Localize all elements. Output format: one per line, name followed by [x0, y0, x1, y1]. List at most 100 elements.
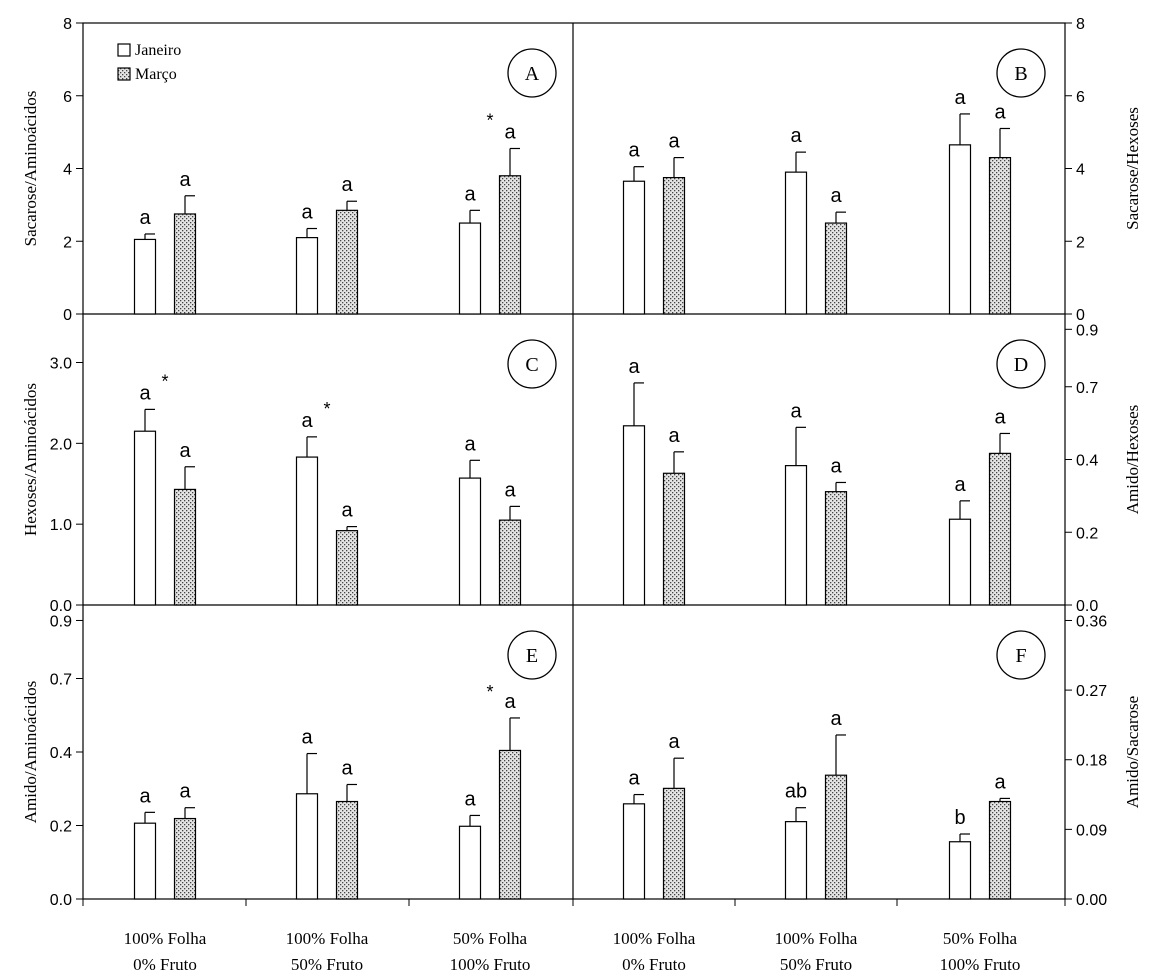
panel-C-ytick-label: 2.0 — [50, 436, 72, 453]
panel-F-ytick-label: 0.09 — [1076, 822, 1107, 839]
panel-C-ytick-label: 3.0 — [50, 356, 72, 373]
panel-D-ytick-label: 0.4 — [1076, 453, 1098, 470]
panel-F-ytick-label: 0.36 — [1076, 613, 1107, 630]
panel-B-sig-letter: a — [668, 131, 680, 153]
panel-C-bar-marco-1 — [173, 488, 197, 606]
panel-D-ytick-label: 0.0 — [1076, 598, 1098, 615]
panel-A-bar-janeiro-3 — [458, 222, 482, 315]
panel-D-sig-letter: a — [994, 406, 1006, 428]
panel-E-badge — [507, 630, 557, 680]
panels: 0 2 4 6 8 Sacarose/Aminoácidos Aa a a a a a * 0 2 4 6 8 Sa… — [21, 16, 1142, 909]
panel-A-ytick-label: 6 — [63, 89, 72, 106]
panel-D-bar-janeiro-2 — [784, 465, 808, 606]
legend-label-janeiro: Janeiro — [135, 42, 181, 59]
panel-B-ytick-label: 2 — [1076, 234, 1085, 251]
x-label-g2-line1: 100% Folha — [286, 929, 369, 948]
panel-E-bar-marco-2 — [335, 800, 359, 900]
panel-E-bar-janeiro-1 — [133, 822, 157, 900]
panel-E-ytick-label: 0.4 — [50, 745, 72, 762]
panel-C-letter: C — [525, 354, 538, 376]
panel-F-sig-letter: ab — [785, 781, 807, 803]
panel-D-letter: D — [1014, 354, 1028, 376]
panel-D: 0.0 0.2 0.4 0.7 0.9 Amido/Hexoses Da a a a a a — [622, 322, 1142, 615]
panel-E-bar-janeiro-3 — [458, 825, 482, 900]
panel-C-bar-marco-3 — [498, 519, 522, 606]
panel-C-sig-letter: a — [179, 440, 191, 462]
panel-A-significance-star: * — [486, 110, 493, 130]
panel-A-ytick-label: 2 — [63, 234, 72, 251]
panel-E-sig-letter: a — [464, 788, 476, 810]
panel-C-badge — [507, 339, 557, 389]
panel-C-sig-letter: a — [341, 500, 353, 522]
panel-D-bar-marco-1 — [662, 472, 686, 606]
panel-F-ytick-label: 0.18 — [1076, 753, 1107, 770]
panel-E-bar-marco-3 — [498, 749, 522, 900]
panel-E-ytick-label: 0.2 — [50, 819, 72, 836]
panel-C-sig-letter: a — [301, 410, 313, 432]
panel-A-bar-janeiro-2 — [295, 237, 319, 315]
panel-B-ytick-label: 6 — [1076, 89, 1085, 106]
x-label-g3-line1: 50% Folha — [453, 929, 528, 948]
panel-E-ytick-label: 0.9 — [50, 613, 72, 630]
panel-D-ytick-label: 0.2 — [1076, 525, 1098, 542]
panel-E-bar-janeiro-2 — [295, 793, 319, 900]
panel-B-bar-marco-3 — [988, 156, 1012, 315]
panel-F-letter: F — [1015, 645, 1026, 667]
panel-B-ytick-label: 4 — [1076, 162, 1085, 179]
panel-E-sig-letter: a — [139, 785, 151, 807]
panel-B-sig-letter: a — [830, 185, 842, 207]
panel-B-sig-letter: a — [790, 125, 802, 147]
panel-D-sig-letter: a — [668, 425, 680, 447]
panel-D-bar-janeiro-3 — [948, 518, 972, 606]
panel-E-bar-marco-1 — [173, 817, 197, 900]
panel-A-badge — [507, 48, 557, 98]
x-category-labels: 100% Folha 0% Fruto 100% Folha 50% Fruto… — [124, 929, 1021, 974]
panel-A-sig-letter: a — [341, 174, 353, 196]
panel-B-bar-marco-2 — [824, 222, 848, 315]
panel-B-bar-marco-1 — [662, 176, 686, 315]
panel-C-sig-letter: a — [139, 382, 151, 404]
panel-F-bar-marco-1 — [662, 787, 686, 900]
panel-C-sig-letter: a — [504, 479, 516, 501]
panel-C-sig-letter: a — [464, 433, 476, 455]
legend-swatch-marco — [117, 67, 131, 81]
panel-F-bar-janeiro-1 — [622, 803, 646, 900]
x-label-g6-line2: 100% Fruto — [940, 955, 1021, 974]
x-label-g4-line1: 100% Folha — [613, 929, 696, 948]
panel-F-sig-letter: a — [994, 771, 1006, 793]
panel-F-sig-letter: a — [830, 708, 842, 730]
panel-D-bar-marco-2 — [824, 491, 848, 606]
panel-C-bar-janeiro-3 — [458, 477, 482, 606]
panel-B-bar-janeiro-3 — [948, 144, 972, 315]
panel-C-bar-janeiro-1 — [133, 430, 157, 606]
x-label-g1-line1: 100% Folha — [124, 929, 207, 948]
x-label-g5-line1: 100% Folha — [775, 929, 858, 948]
panel-C-bar-janeiro-2 — [295, 456, 319, 606]
panel-grid — [82, 22, 1066, 906]
panel-E-sig-letter: a — [504, 691, 516, 713]
panel-F-ytick-label: 0.27 — [1076, 683, 1107, 700]
x-label-g1-line2: 0% Fruto — [133, 955, 197, 974]
panel-D-ytick-label: 0.9 — [1076, 322, 1098, 339]
panel-F-bar-janeiro-2 — [784, 821, 808, 900]
panel-B-sig-letter: a — [994, 101, 1006, 123]
panel-D-sig-letter: a — [790, 400, 802, 422]
panel-A-sig-letter: a — [179, 169, 191, 191]
panel-D-bar-marco-3 — [988, 452, 1012, 606]
panel-C-ytick-label: 0.0 — [50, 598, 72, 615]
panel-A-bar-marco-3 — [498, 175, 522, 315]
panel-D-sig-letter: a — [954, 474, 966, 496]
panel-E-ylabel: Amido/Aminoácidos — [21, 681, 40, 824]
x-label-g3-line2: 100% Fruto — [450, 955, 531, 974]
panel-F-bar-janeiro-3 — [948, 841, 972, 900]
panel-E-sig-letter: a — [341, 757, 353, 779]
legend-swatch-janeiro — [117, 43, 131, 57]
panel-C-ytick-label: 1.0 — [50, 517, 72, 534]
panel-D-ytick-label: 0.7 — [1076, 380, 1098, 397]
panel-E-ytick-label: 0.0 — [50, 892, 72, 909]
panel-F-sig-letter: a — [668, 731, 680, 753]
panel-A-sig-letter: a — [139, 207, 151, 229]
panel-C-significance-star: * — [323, 399, 330, 419]
panel-A-ylabel: Sacarose/Aminoácidos — [21, 91, 40, 247]
